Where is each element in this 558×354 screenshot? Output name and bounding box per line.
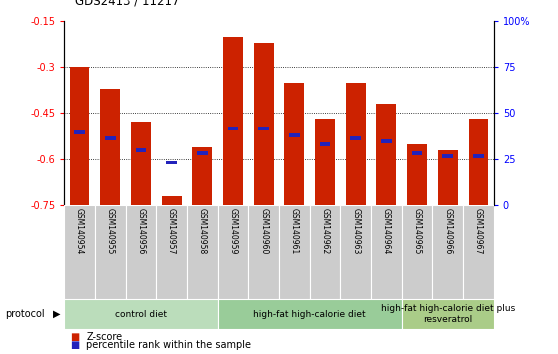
Text: ■: ■ [70,341,79,350]
Text: ■: ■ [70,332,79,342]
Text: GSM140965: GSM140965 [412,208,422,255]
Text: GSM140964: GSM140964 [382,208,391,255]
Bar [402,205,432,299]
Text: GSM140958: GSM140958 [198,208,207,255]
Bar [166,160,177,164]
Text: GSM140967: GSM140967 [474,208,483,255]
Bar [473,154,484,158]
Text: GSM140959: GSM140959 [228,208,238,255]
Bar [64,205,95,299]
Bar [223,36,243,205]
Bar [371,205,402,299]
Bar [350,136,361,140]
Text: GSM140966: GSM140966 [443,208,453,255]
Text: GSM140960: GSM140960 [259,208,268,255]
Text: Z-score: Z-score [86,332,123,342]
Bar [279,205,310,299]
Bar [187,205,218,299]
Bar [193,147,212,205]
Bar [340,205,371,299]
Text: control diet: control diet [115,310,167,319]
Bar [432,205,463,299]
Text: GSM140963: GSM140963 [351,208,360,255]
Text: high-fat high-calorie diet: high-fat high-calorie diet [253,310,366,319]
Bar [285,82,304,205]
Bar [95,205,126,299]
Bar [254,43,273,205]
Bar [315,119,335,205]
Bar [218,205,248,299]
Text: GSM140955: GSM140955 [105,208,115,255]
Bar [197,151,208,155]
Bar [74,130,85,133]
Bar [100,89,120,205]
Text: protocol: protocol [6,309,45,319]
Bar [64,299,218,329]
Bar [320,142,330,146]
Bar [402,299,494,329]
Bar [463,205,494,299]
Bar [218,299,402,329]
Bar [412,151,422,155]
Bar [162,196,181,205]
Bar [469,119,488,205]
Bar [407,144,427,205]
Bar [442,154,453,158]
Text: GSM140956: GSM140956 [136,208,146,255]
Bar [381,139,392,143]
Bar [289,133,300,137]
Text: GDS2413 / 11217: GDS2413 / 11217 [75,0,180,7]
Bar [126,205,156,299]
Text: GSM140957: GSM140957 [167,208,176,255]
Bar [346,82,365,205]
Bar [70,67,89,205]
Bar [377,104,396,205]
Text: GSM140954: GSM140954 [75,208,84,255]
Bar [228,127,238,131]
Bar [156,205,187,299]
Bar [131,122,151,205]
Text: percentile rank within the sample: percentile rank within the sample [86,341,252,350]
Bar [258,127,269,131]
Bar [438,150,458,205]
Text: high-fat high-calorie diet plus
resveratrol: high-fat high-calorie diet plus resverat… [381,304,515,324]
Text: ▶: ▶ [53,309,60,319]
Text: GSM140962: GSM140962 [320,208,330,255]
Bar [105,136,116,140]
Bar [310,205,340,299]
Text: GSM140961: GSM140961 [290,208,299,255]
Bar [136,148,146,152]
Bar [248,205,279,299]
